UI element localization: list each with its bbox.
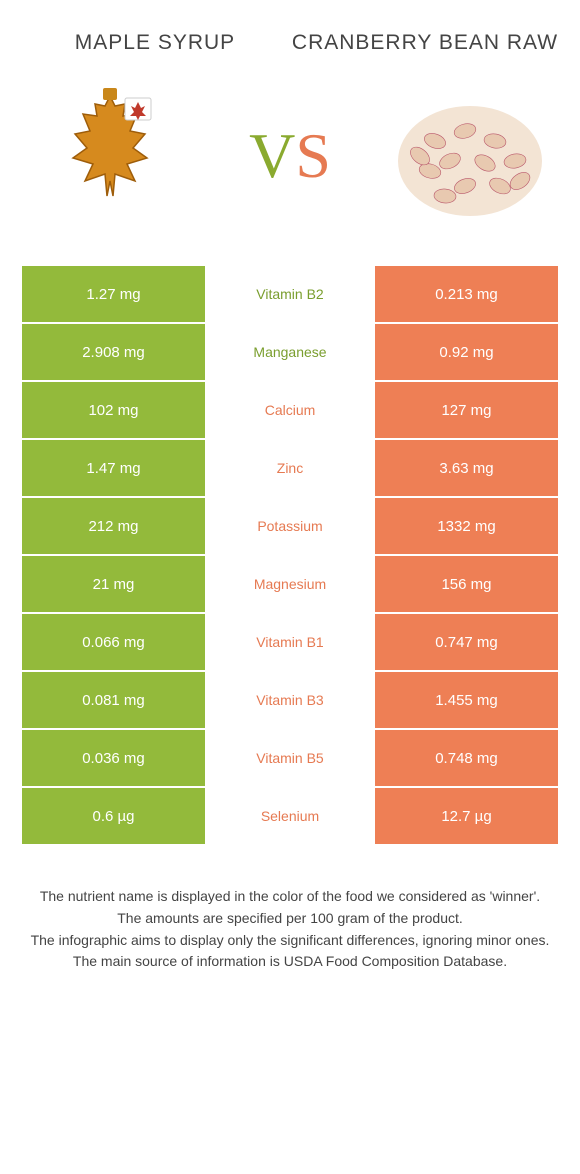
table-row: 1.47 mgZinc3.63 mg	[22, 440, 558, 498]
left-value-cell: 102 mg	[22, 382, 207, 438]
left-food-title: Maple syrup	[20, 30, 290, 56]
left-value-cell: 1.47 mg	[22, 440, 207, 496]
table-row: 0.066 mgVitamin B10.747 mg	[22, 614, 558, 672]
right-value-cell: 156 mg	[373, 556, 558, 612]
table-row: 102 mgCalcium127 mg	[22, 382, 558, 440]
left-value-cell: 1.27 mg	[22, 266, 207, 322]
table-row: 0.081 mgVitamin B31.455 mg	[22, 672, 558, 730]
right-value-cell: 0.92 mg	[373, 324, 558, 380]
left-value-cell: 0.066 mg	[22, 614, 207, 670]
footer-line: The nutrient name is displayed in the co…	[30, 886, 550, 908]
table-row: 0.6 µgSelenium12.7 µg	[22, 788, 558, 846]
nutrient-name-cell: Vitamin B5	[207, 730, 373, 786]
header-row: Maple syrup Cranberry Bean Raw	[0, 0, 580, 66]
left-value-cell: 2.908 mg	[22, 324, 207, 380]
right-value-cell: 0.748 mg	[373, 730, 558, 786]
table-row: 21 mgMagnesium156 mg	[22, 556, 558, 614]
table-row: 212 mgPotassium1332 mg	[22, 498, 558, 556]
right-value-cell: 1332 mg	[373, 498, 558, 554]
nutrient-name-cell: Vitamin B3	[207, 672, 373, 728]
left-value-cell: 0.081 mg	[22, 672, 207, 728]
right-value-cell: 127 mg	[373, 382, 558, 438]
vs-label: VS	[249, 119, 331, 193]
nutrient-name-cell: Zinc	[207, 440, 373, 496]
table-row: 0.036 mgVitamin B50.748 mg	[22, 730, 558, 788]
right-value-cell: 1.455 mg	[373, 672, 558, 728]
nutrient-name-cell: Vitamin B1	[207, 614, 373, 670]
table-row: 2.908 mgManganese0.92 mg	[22, 324, 558, 382]
maple-syrup-image	[30, 76, 190, 236]
footer-line: The main source of information is USDA F…	[30, 951, 550, 973]
left-value-cell: 0.6 µg	[22, 788, 207, 844]
right-value-cell: 0.747 mg	[373, 614, 558, 670]
images-row: VS	[0, 66, 580, 266]
left-value-cell: 212 mg	[22, 498, 207, 554]
nutrient-name-cell: Calcium	[207, 382, 373, 438]
footer-line: The infographic aims to display only the…	[30, 930, 550, 952]
nutrient-name-cell: Magnesium	[207, 556, 373, 612]
left-value-cell: 21 mg	[22, 556, 207, 612]
table-row: 1.27 mgVitamin B20.213 mg	[22, 266, 558, 324]
comparison-table: 1.27 mgVitamin B20.213 mg2.908 mgMangane…	[0, 266, 580, 846]
nutrient-name-cell: Potassium	[207, 498, 373, 554]
cranberry-bean-image	[390, 76, 550, 236]
right-value-cell: 0.213 mg	[373, 266, 558, 322]
left-value-cell: 0.036 mg	[22, 730, 207, 786]
right-value-cell: 3.63 mg	[373, 440, 558, 496]
nutrient-name-cell: Vitamin B2	[207, 266, 373, 322]
footer-notes: The nutrient name is displayed in the co…	[0, 846, 580, 993]
right-value-cell: 12.7 µg	[373, 788, 558, 844]
right-food-title: Cranberry Bean Raw	[290, 30, 560, 56]
nutrient-name-cell: Selenium	[207, 788, 373, 844]
nutrient-name-cell: Manganese	[207, 324, 373, 380]
footer-line: The amounts are specified per 100 gram o…	[30, 908, 550, 930]
